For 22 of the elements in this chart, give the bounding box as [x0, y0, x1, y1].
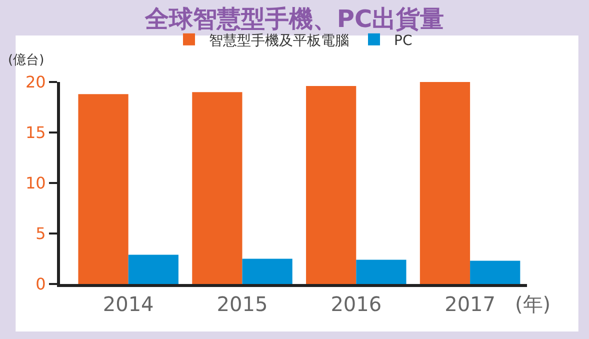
legend-label: 智慧型手機及平板電腦 — [209, 32, 349, 49]
y-tick-label: 5 — [36, 224, 46, 244]
bar — [356, 260, 406, 284]
y-tick-label: 15 — [25, 123, 46, 142]
bar — [128, 254, 178, 284]
y-tick-label: 0 — [36, 274, 46, 294]
x-tick-label: 2014 — [102, 292, 154, 316]
x-tick-label: 2017 — [444, 292, 496, 316]
y-tick-label: 20 — [25, 72, 46, 92]
bar — [420, 82, 470, 284]
chart-title: 全球智慧型手機、PC出貨量 — [144, 4, 444, 33]
bar — [470, 260, 520, 284]
y-axis-title: (億台) — [8, 53, 44, 68]
bar — [78, 94, 128, 284]
x-tick-label: 2016 — [330, 292, 382, 316]
x-tick-label: 2015 — [216, 292, 268, 316]
bar — [192, 92, 242, 284]
y-tick-label: 10 — [25, 174, 46, 193]
legend-label: PC — [394, 32, 412, 49]
bar — [306, 86, 356, 284]
x-axis-title: (年) — [515, 292, 551, 316]
bar — [242, 258, 292, 284]
